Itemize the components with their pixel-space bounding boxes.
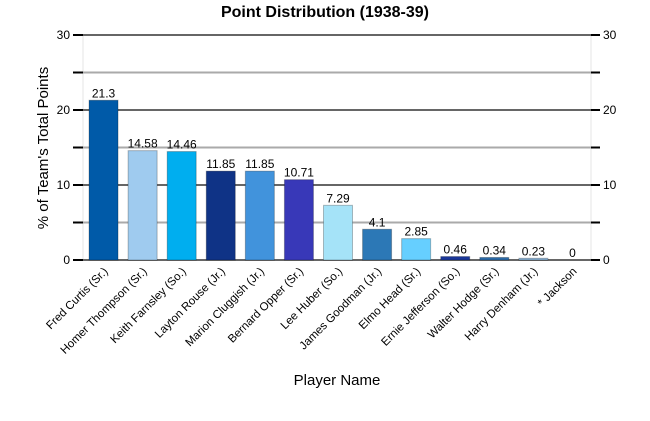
data-label: 7.29 <box>326 191 350 205</box>
data-label: 0.23 <box>522 244 546 258</box>
y-axis-label: % of Team's Total Points <box>35 67 52 229</box>
x-tick-label: * Jackson <box>536 266 580 310</box>
data-label: 11.85 <box>206 157 235 171</box>
data-label: 0 <box>569 246 576 260</box>
bar <box>401 238 432 261</box>
bar <box>283 179 314 261</box>
data-label: 11.85 <box>245 157 274 171</box>
y-tick-label-left: 30 <box>57 28 71 42</box>
y-tick-label-right: 0 <box>603 253 610 267</box>
data-label: 2.85 <box>404 225 428 239</box>
x-tick-label: Bernard Opper (Sr.) <box>226 266 306 346</box>
x-tick-labels: Fred Curtis (Sr.)Homer Thompson (Sr.)Kei… <box>44 266 579 357</box>
bar <box>244 170 275 261</box>
bar <box>127 150 158 261</box>
data-label: 4.1 <box>369 215 386 229</box>
bar <box>362 228 393 261</box>
bar <box>88 99 119 261</box>
chart-title: Point Distribution (1938-39) <box>221 4 429 21</box>
y-tick-label-left: 10 <box>57 178 71 192</box>
y-tick-label-left: 20 <box>57 103 71 117</box>
data-label: 14.46 <box>167 138 197 152</box>
y-tick-label-right: 10 <box>603 178 617 192</box>
bar <box>323 204 353 261</box>
bar <box>440 256 471 261</box>
data-label: 14.58 <box>128 137 158 151</box>
data-label: 0.34 <box>483 243 507 257</box>
bars: 21.3 14.58 14.46 11.85 11.85 10.71 7.29 4.1 2.85… <box>88 86 576 261</box>
x-tick-label: Layton Rouse (Jr.) <box>153 266 228 341</box>
x-tick-label: Walter Hodge (Sr.) <box>426 266 502 342</box>
data-label: 21.3 <box>92 86 116 100</box>
bar <box>166 151 197 261</box>
x-tick-label: Harry Denham (Jr.) <box>463 266 541 344</box>
x-axis-label: Player Name <box>294 372 381 389</box>
data-label: 10.71 <box>284 166 314 180</box>
data-label: 0.46 <box>444 243 468 257</box>
y-tick-label-right: 20 <box>603 103 617 117</box>
bar <box>518 257 549 261</box>
bar <box>479 256 510 261</box>
bar <box>205 170 236 261</box>
x-tick-label: Keith Farnsley (So.) <box>108 266 188 346</box>
y-tick-label-left: 0 <box>63 253 70 267</box>
y-tick-label-right: 30 <box>603 28 617 42</box>
x-tick-label: Ernie Jefferson (So.) <box>379 266 462 349</box>
